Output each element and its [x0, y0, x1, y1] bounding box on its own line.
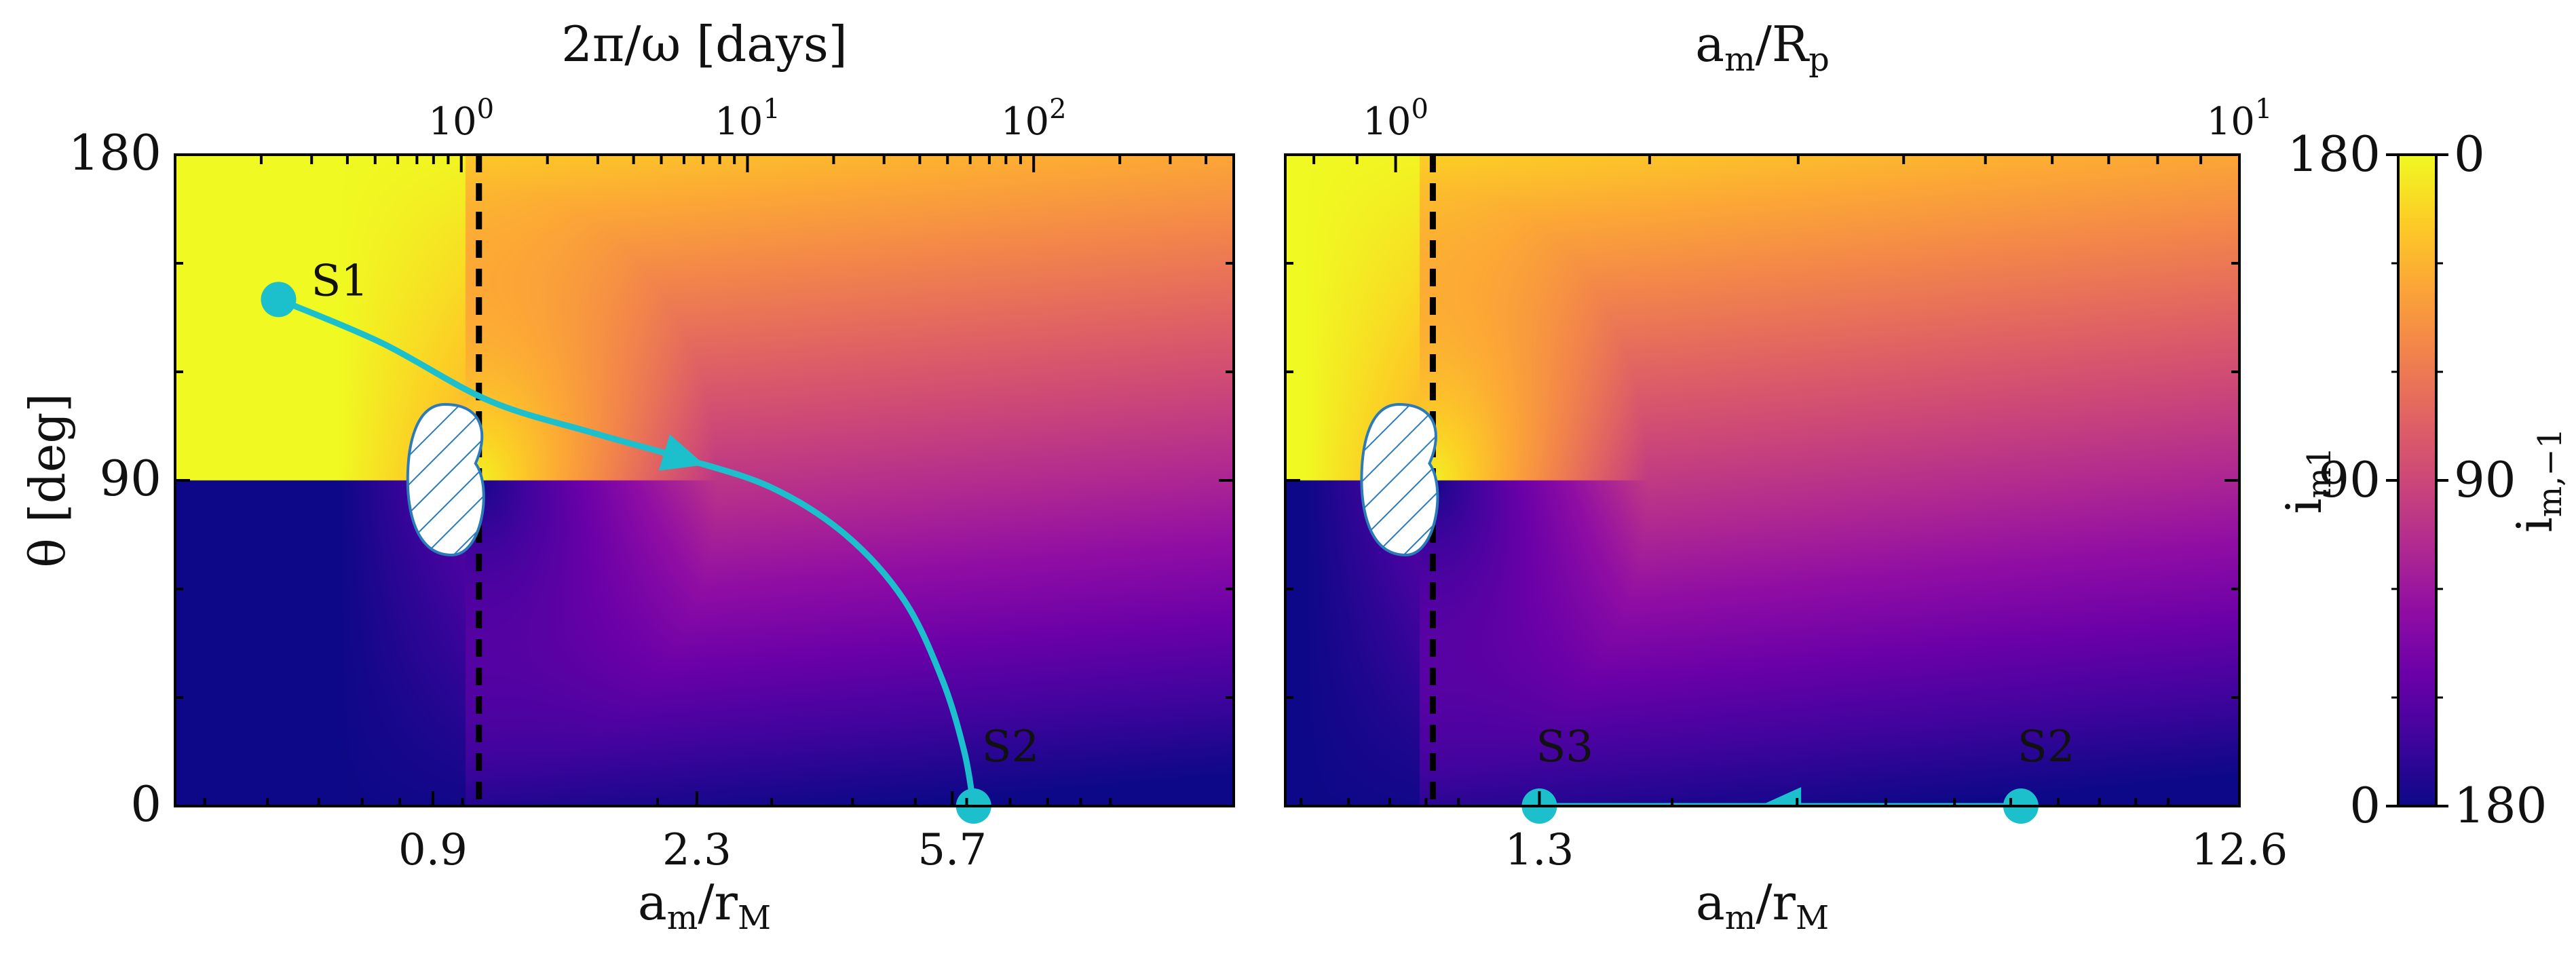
colorbar-right-tick-label: 90: [2454, 451, 2516, 508]
y-tick-label: 90: [99, 450, 162, 507]
right-trajectory-arrow: [1759, 787, 1802, 806]
x-tick-label: 1.3: [1505, 825, 1574, 875]
top-tick-label: 101: [2207, 94, 2273, 144]
top-tick-label: 101: [715, 94, 780, 144]
left-xlabel: am/rM: [638, 874, 771, 937]
colorbar-gradient: [2397, 153, 2438, 807]
colorbar-right-tick-label: 0: [2454, 126, 2485, 183]
right-hatched-region: [1360, 402, 1439, 557]
x-tick-label: 12.6: [2191, 825, 2288, 875]
top-tick-label: 100: [1363, 94, 1428, 144]
right-top-xlabel: am/Rp: [1695, 16, 1830, 79]
left-trajectory-start-marker: [261, 282, 297, 318]
top-tick-label: 100: [428, 94, 494, 144]
colorbar-left-tick-label: 0: [2349, 777, 2381, 834]
left-top-xlabel: 2π/ω [days]: [561, 16, 848, 73]
left-ylabel: θ [deg]: [19, 393, 76, 567]
right-xlabel: am/rM: [1696, 874, 1829, 937]
left-hatched-region: [406, 402, 485, 557]
colorbar-left-tick-label: 180: [2288, 126, 2381, 183]
right-heatmap: [1285, 155, 2239, 806]
right-panel: 1.3 12.6 100 101 S2 S3 am/rM am/Rp: [1284, 16, 2288, 937]
left-panel: 0.9 2.3 5.7 100 101 102 0 90 180 S1 S2 am/rM 2π/…: [19, 16, 1235, 937]
left-start-label: S1: [311, 256, 368, 306]
top-tick-label: 102: [1001, 94, 1067, 144]
x-tick-label: 5.7: [917, 825, 987, 875]
colorbar-left-label: im1: [2275, 446, 2338, 514]
right-end-label: S3: [1536, 722, 1593, 772]
colorbar-right-tick-label: 180: [2454, 777, 2547, 834]
left-heatmap: [175, 155, 1234, 806]
left-trajectory-arrow: [658, 434, 705, 471]
y-tick-label: 0: [130, 776, 162, 833]
right-start-label: S2: [2018, 722, 2075, 772]
x-tick-label: 2.3: [662, 825, 732, 875]
colorbar-left-tick-label: 90: [2318, 451, 2381, 508]
left-end-label: S2: [982, 722, 1040, 772]
left-trajectory: [277, 297, 977, 806]
y-tick-label: 180: [69, 124, 162, 181]
x-tick-label: 0.9: [398, 825, 468, 875]
